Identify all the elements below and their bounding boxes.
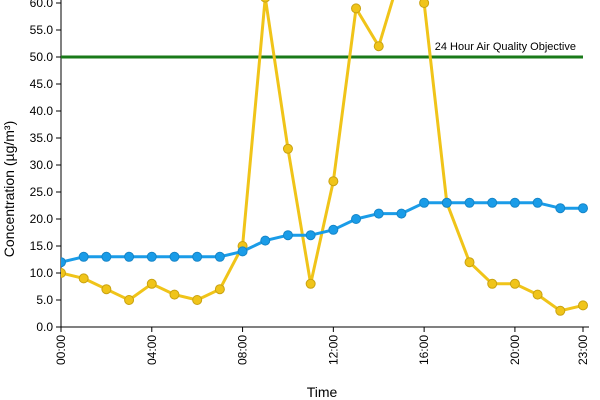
- y-axis-label: Concentration (µg/m³): [1, 121, 17, 257]
- y-tick-label: 55.0: [30, 23, 54, 37]
- y-tick-label: 0.0: [36, 320, 53, 334]
- series-1-point: [282, 143, 293, 154]
- series-2-point: [441, 197, 452, 208]
- series-1-point: [351, 3, 362, 14]
- series-1-point: [419, 0, 430, 8]
- series-line-2: [61, 201, 583, 264]
- x-tick-label: 12:00: [326, 335, 340, 365]
- series-2-point: [532, 197, 543, 208]
- series-2-point: [124, 251, 135, 262]
- series-2-point: [373, 208, 384, 219]
- series-2-point: [419, 197, 430, 208]
- series-1-point: [169, 289, 180, 300]
- x-axis-ticks: 00:00 04:00 08:00 12:00 16:00 20:00 23:00: [54, 327, 590, 365]
- series-2-point: [351, 214, 362, 224]
- series-2-point: [396, 208, 407, 219]
- series-1-point: [260, 0, 270, 3]
- x-tick-label: 04:00: [145, 335, 159, 365]
- series-2-point: [328, 224, 339, 235]
- x-tick-label: 20:00: [508, 335, 522, 365]
- series-1-point: [214, 284, 225, 295]
- series-1-point: [146, 278, 157, 289]
- x-tick-label: 23:00: [576, 335, 590, 365]
- objective-line-group: 24 Hour Air Quality Objective: [61, 41, 583, 59]
- series-2-point: [487, 197, 498, 208]
- y-tick-label: 60.0: [30, 0, 54, 10]
- objective-label: 24 Hour Air Quality Objective: [435, 41, 576, 53]
- y-tick-label: 35.0: [30, 131, 54, 145]
- series-2-point: [146, 251, 157, 262]
- series-1-point: [192, 295, 203, 305]
- y-tick-label: 10.0: [30, 266, 54, 280]
- series-2-point: [192, 251, 203, 262]
- series-2-point: [78, 251, 89, 262]
- y-tick-label: 50.0: [30, 50, 54, 64]
- x-axis-label: Time: [307, 384, 338, 400]
- series-1-point: [532, 289, 543, 300]
- x-tick-label: 00:00: [54, 335, 68, 365]
- series-1-point: [78, 273, 89, 284]
- series-2-point: [464, 197, 475, 208]
- series-1-point: [305, 278, 316, 289]
- series-1-point: [487, 278, 498, 289]
- series-1-point: [124, 295, 135, 305]
- y-tick-label: 5.0: [36, 293, 53, 307]
- series-1-point: [101, 284, 112, 295]
- y-tick-label: 45.0: [30, 77, 54, 91]
- series-1-point: [328, 176, 339, 187]
- y-tick-label: 25.0: [30, 185, 54, 199]
- series-1-point: [509, 278, 520, 289]
- series-1-point: [578, 300, 588, 311]
- series-2-point: [260, 235, 271, 246]
- series-2-point: [61, 257, 66, 268]
- series-2-point: [169, 251, 180, 262]
- series-1-point: [373, 41, 384, 52]
- series-2-point: [282, 230, 293, 241]
- y-tick-label: 20.0: [30, 212, 54, 226]
- y-tick-label: 15.0: [30, 239, 54, 253]
- series-1-point: [61, 268, 66, 278]
- series-1-point: [464, 257, 475, 268]
- y-axis-ticks: 0.0 5.0 10.0 15.0 20.0 25.0 30.0 35.0 40.0 45.0 50…: [30, 0, 61, 334]
- series-2-point: [509, 197, 520, 208]
- series-2-point: [305, 230, 316, 241]
- series-1-point: [555, 305, 566, 316]
- x-tick-label: 08:00: [236, 335, 250, 365]
- y-tick-label: 30.0: [30, 158, 54, 172]
- series-2-point: [101, 251, 112, 262]
- series-2-point: [555, 203, 566, 214]
- series-2-point: [214, 251, 225, 262]
- series-2-point: [237, 246, 248, 257]
- series-2-point: [578, 203, 588, 214]
- x-tick-label: 16:00: [417, 335, 431, 365]
- series-group: [61, 0, 588, 316]
- y-tick-label: 40.0: [30, 104, 54, 118]
